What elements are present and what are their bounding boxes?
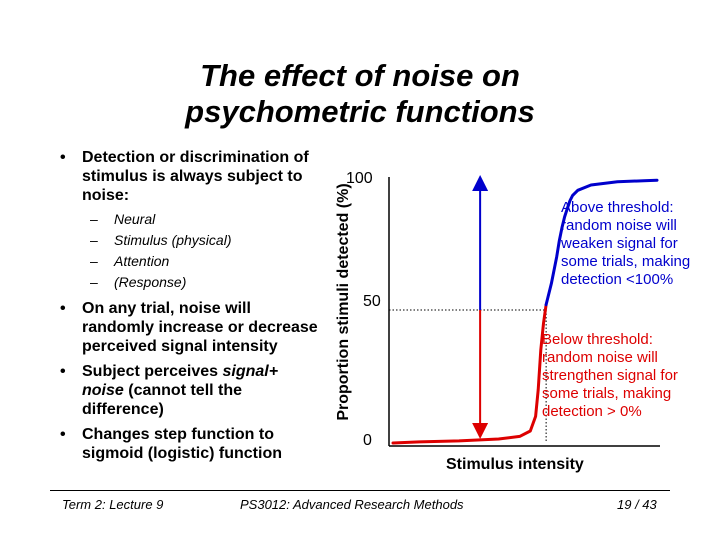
sub-bullet-item: – Stimulus (physical) bbox=[60, 232, 320, 249]
bullet-list: • Detection or discrimination of stimulu… bbox=[60, 148, 320, 469]
y-tick-label: 100 bbox=[346, 170, 373, 187]
annotation-line: strengthen signal for bbox=[542, 367, 678, 384]
sub-bullet-text: (Response) bbox=[114, 274, 187, 290]
above-threshold-annotation: Above threshold: random noise will weake… bbox=[561, 199, 690, 289]
bullet-item: • Subject perceives signal+ noise (canno… bbox=[60, 362, 320, 419]
dash-icon: – bbox=[90, 211, 98, 227]
sub-bullet-item: – Neural bbox=[60, 211, 320, 228]
annotation-line: random noise will bbox=[561, 217, 677, 234]
below-threshold-annotation: Below threshold: random noise will stren… bbox=[542, 331, 678, 421]
footer-left: Term 2: Lecture 9 bbox=[62, 497, 164, 512]
sub-bullet-item: – (Response) bbox=[60, 274, 320, 291]
dash-icon: – bbox=[90, 274, 98, 290]
annotation-line: weaken signal for bbox=[561, 235, 678, 252]
y-tick-label: 50 bbox=[363, 293, 381, 310]
annotation-line: Below threshold: bbox=[542, 331, 653, 348]
bullet-dot-icon: • bbox=[60, 300, 66, 317]
bullet-text: Changes step function to sigmoid (logist… bbox=[82, 426, 282, 462]
dash-icon: – bbox=[90, 232, 98, 248]
sub-bullet-text: Stimulus (physical) bbox=[114, 232, 232, 248]
bullet-dot-icon: • bbox=[60, 149, 66, 166]
bullet-text: Detection or discrimination of stimulus … bbox=[82, 149, 309, 204]
annotation-line: Above threshold: bbox=[561, 199, 674, 216]
x-axis-label: Stimulus intensity bbox=[446, 456, 584, 473]
y-tick-label: 0 bbox=[363, 432, 372, 449]
above-threshold-curve bbox=[544, 178, 659, 307]
bullet-dot-icon: • bbox=[60, 363, 66, 380]
bullet-item: • On any trial, noise will randomly incr… bbox=[60, 299, 320, 356]
bullet-text-pre: Subject perceives bbox=[82, 363, 223, 380]
sub-bullet-text: Neural bbox=[114, 211, 156, 227]
annotation-line: detection <100% bbox=[561, 271, 674, 288]
annotation-line: some trials, making bbox=[561, 253, 691, 270]
below-threshold-curve bbox=[391, 303, 548, 445]
bullet-item: • Changes step function to sigmoid (logi… bbox=[60, 425, 320, 463]
y-axis-label: Proportion stimuli detected (%) bbox=[335, 183, 352, 421]
annotation-line: random noise will bbox=[542, 349, 658, 366]
annotation-line: detection > 0% bbox=[542, 403, 642, 420]
slide-title: The effect of noise on psychometric func… bbox=[0, 58, 720, 130]
footer-page-number: 19 / 43 bbox=[617, 497, 657, 512]
sub-bullet-item: – Attention bbox=[60, 253, 320, 270]
bullet-text: On any trial, noise will randomly increa… bbox=[82, 300, 318, 355]
bullet-item: • Detection or discrimination of stimulu… bbox=[60, 148, 320, 205]
footer-divider bbox=[50, 490, 670, 491]
annotation-line: some trials, making bbox=[542, 385, 672, 402]
bullet-dot-icon: • bbox=[60, 426, 66, 443]
footer-center: PS3012: Advanced Research Methods bbox=[240, 497, 464, 512]
title-line-1: The effect of noise on bbox=[200, 58, 520, 93]
sub-bullet-text: Attention bbox=[114, 253, 170, 269]
bullet-text-emphasis: signal+ noise bbox=[82, 363, 279, 399]
title-line-2: psychometric functions bbox=[185, 94, 535, 129]
dash-icon: – bbox=[90, 253, 98, 269]
bullet-text-post: (cannot tell the difference) bbox=[82, 382, 243, 418]
